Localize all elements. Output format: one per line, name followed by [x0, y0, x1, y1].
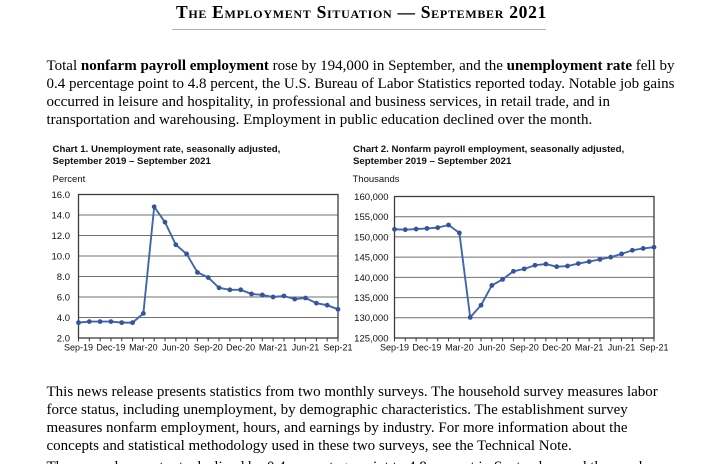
svg-text:Dec-19: Dec-19	[96, 342, 125, 352]
svg-text:Dec-20: Dec-20	[226, 342, 255, 352]
svg-text:4.0: 4.0	[57, 313, 70, 324]
svg-text:140,000: 140,000	[354, 273, 388, 284]
svg-text:Mar-21: Mar-21	[259, 342, 288, 352]
svg-text:8.0: 8.0	[57, 272, 70, 283]
svg-text:2.0: 2.0	[57, 333, 70, 344]
svg-text:10.0: 10.0	[52, 251, 71, 262]
svg-text:150,000: 150,000	[354, 232, 388, 243]
svg-text:16.0: 16.0	[52, 190, 71, 201]
svg-text:Sep-19: Sep-19	[64, 342, 93, 352]
svg-text:Sep-19: Sep-19	[380, 342, 409, 352]
svg-text:135,000: 135,000	[354, 293, 388, 304]
svg-text:Mar-21: Mar-21	[575, 342, 604, 352]
svg-text:Mar-20: Mar-20	[445, 342, 474, 352]
svg-text:Jun-21: Jun-21	[292, 342, 320, 352]
svg-text:145,000: 145,000	[354, 253, 388, 264]
svg-text:125,000: 125,000	[354, 333, 388, 344]
svg-text:Dec-20: Dec-20	[542, 342, 571, 352]
svg-text:Jun-21: Jun-21	[608, 342, 636, 352]
svg-text:Jun-20: Jun-20	[478, 342, 506, 352]
svg-text:14.0: 14.0	[52, 210, 71, 221]
svg-text:160,000: 160,000	[354, 192, 388, 203]
svg-text:Jun-20: Jun-20	[162, 342, 190, 352]
svg-text:Dec-19: Dec-19	[412, 342, 441, 352]
svg-text:6.0: 6.0	[57, 292, 70, 303]
svg-text:Sep-20: Sep-20	[510, 342, 539, 352]
svg-text:Sep-20: Sep-20	[194, 342, 223, 352]
svg-text:Sep-21: Sep-21	[639, 342, 668, 352]
svg-text:Sep-21: Sep-21	[323, 342, 352, 352]
svg-text:155,000: 155,000	[354, 212, 388, 223]
svg-text:130,000: 130,000	[354, 313, 388, 324]
svg-text:12.0: 12.0	[52, 231, 71, 242]
svg-text:Mar-20: Mar-20	[129, 342, 158, 352]
